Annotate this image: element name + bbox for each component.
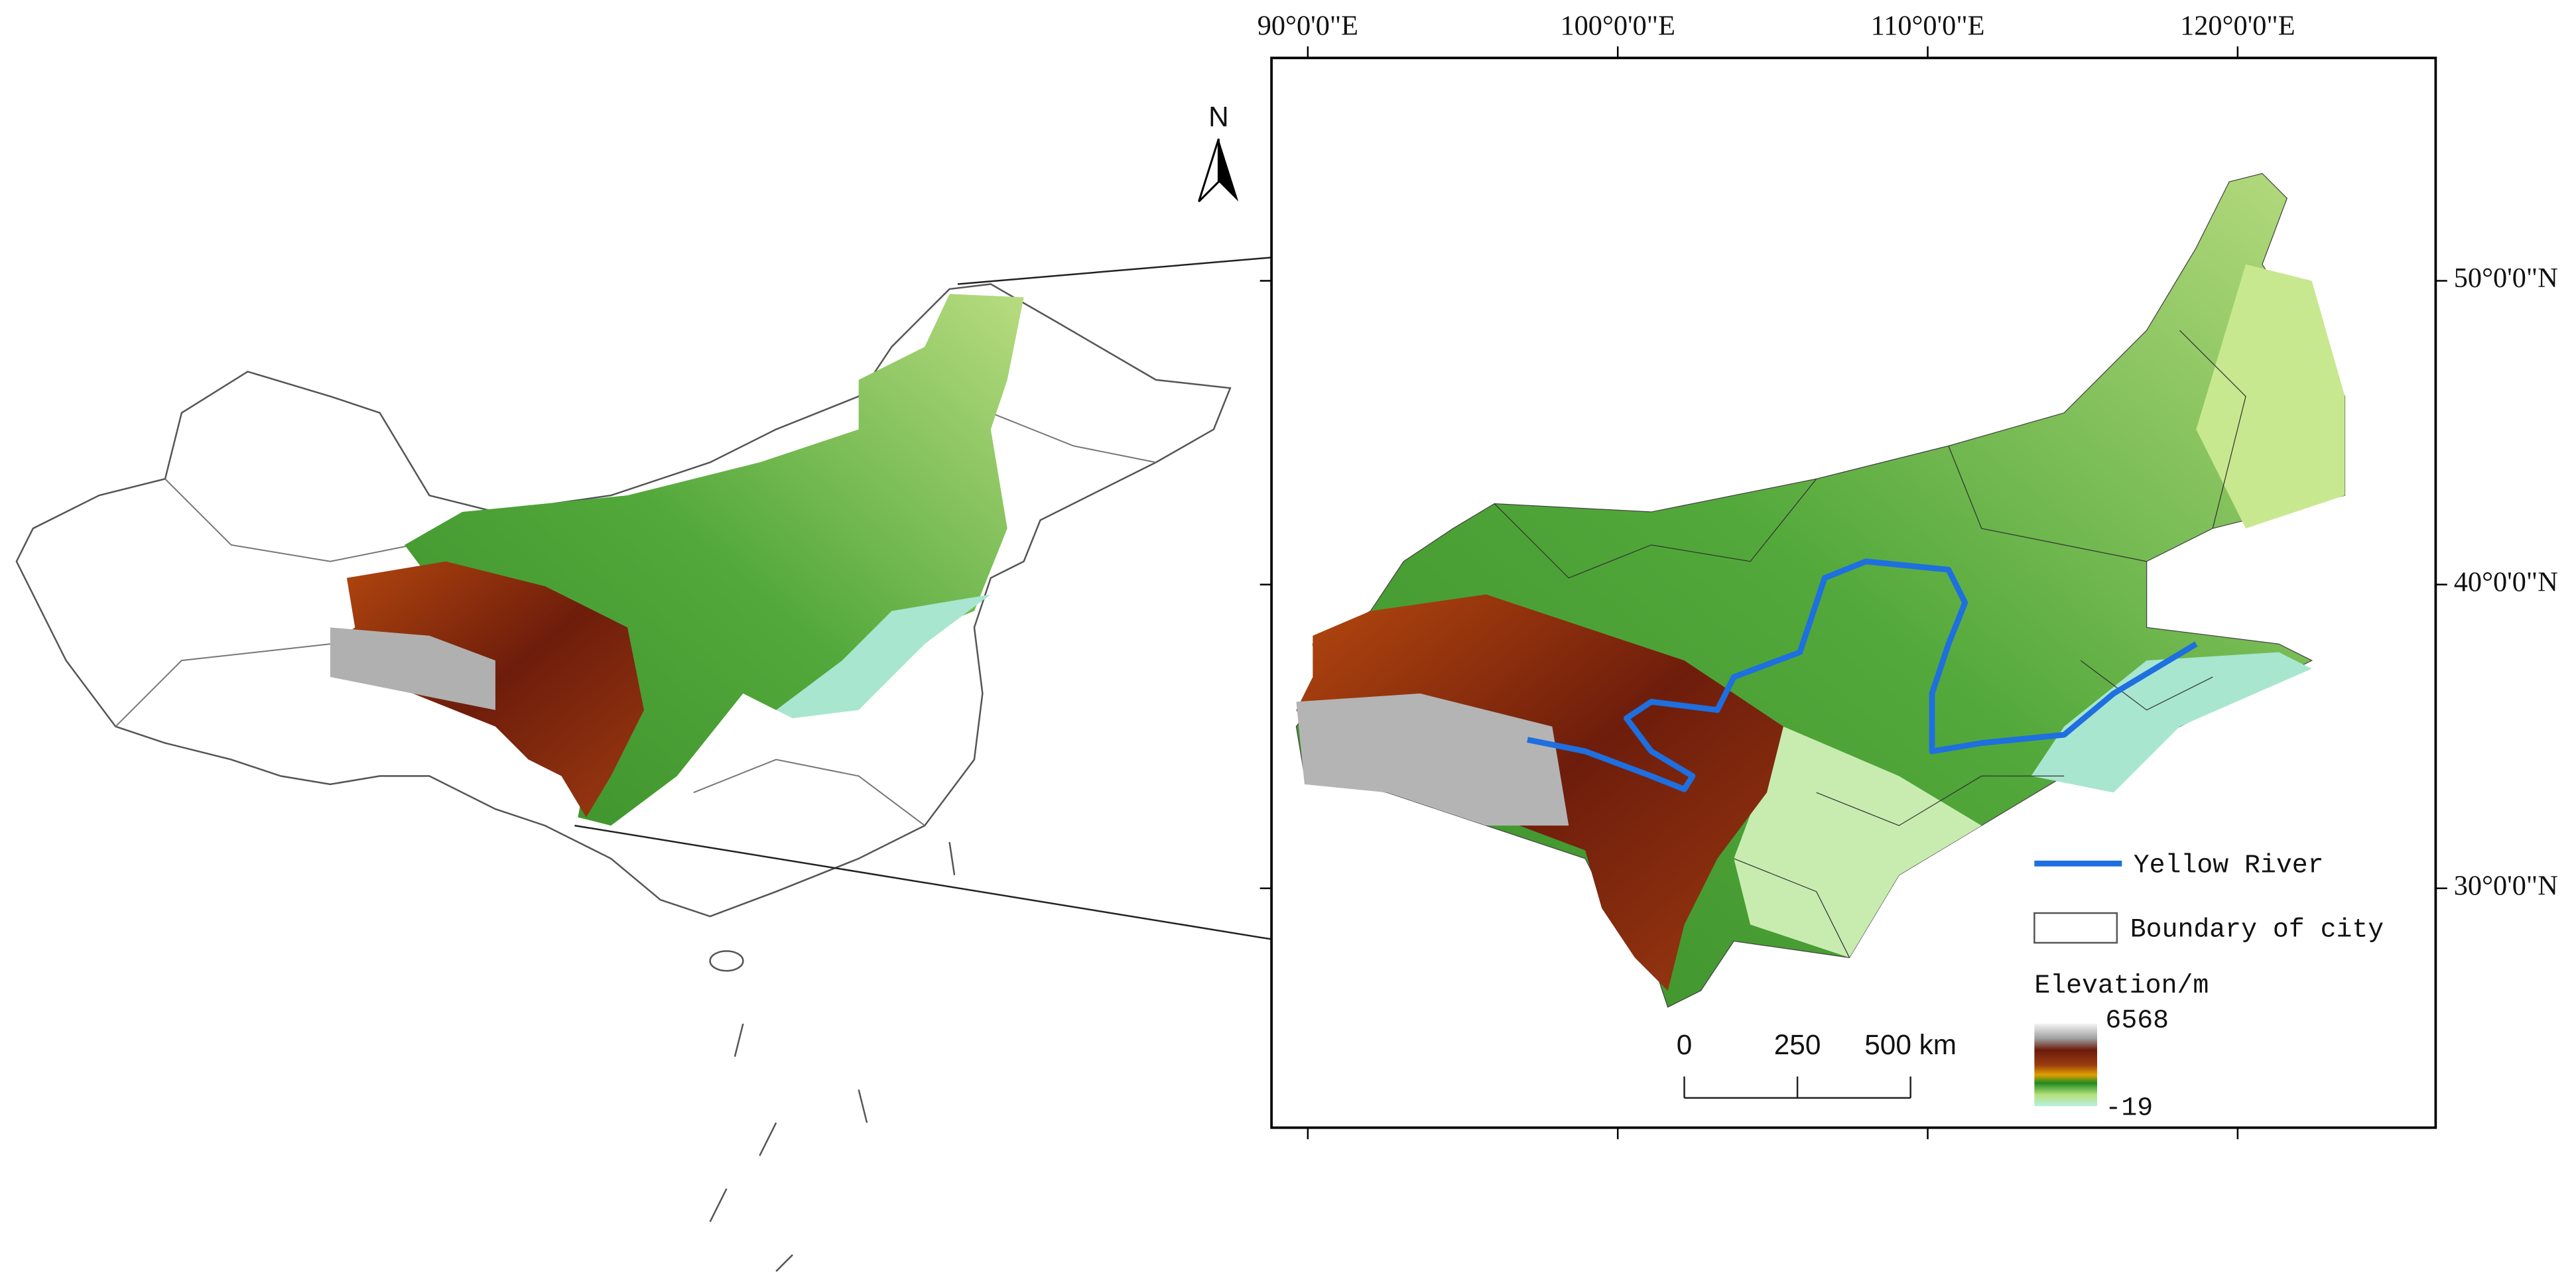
terrain-light-north	[2196, 264, 2345, 528]
study-area-plateau	[330, 627, 495, 710]
province-line	[693, 759, 925, 826]
terrain-lowland	[1734, 726, 1982, 958]
lat-label: 50°0'0"N	[2454, 263, 2558, 294]
lat-label: 30°0'0"N	[2454, 870, 2558, 901]
legend: Yellow River Boundary of city Elevation/…	[2033, 850, 2384, 1123]
scale-label: 250	[1774, 1029, 1821, 1060]
legend-elevation-ramp	[2034, 1023, 2097, 1107]
legend-boundary-swatch	[2033, 912, 2118, 944]
lat-label: 40°0'0"N	[2454, 566, 2558, 597]
terrain-plateau	[1296, 693, 1569, 826]
legend-elevation-max: 6568	[2105, 1005, 2169, 1035]
overview-map	[15, 283, 1232, 1272]
province-line	[990, 412, 1157, 463]
islands	[709, 841, 956, 1272]
province-line	[115, 643, 331, 727]
legend-river: Yellow River	[2134, 850, 2324, 880]
scale-bar: 0 250 500 km	[1677, 1029, 1957, 1099]
legend-elevation-min: -19	[2105, 1093, 2153, 1123]
legend-boundary: Boundary of city	[2130, 914, 2384, 944]
yellow-river	[1527, 558, 2198, 792]
lon-label: 90°0'0"E	[1257, 10, 1358, 41]
terrain-lowland	[2031, 652, 2312, 793]
scale-label: 0	[1677, 1029, 1693, 1060]
study-area-east	[776, 594, 991, 719]
north-arrow: N	[1198, 101, 1239, 203]
detail-map	[1295, 172, 2346, 1008]
lon-label: 120°0'0"E	[2180, 10, 2295, 41]
lon-label: 100°0'0"E	[1560, 10, 1675, 41]
city-boundaries	[1494, 330, 2246, 958]
north-label: N	[1208, 101, 1229, 133]
lon-label: 110°0'0"E	[1871, 10, 1985, 41]
legend-elevation-title: Elevation/m	[2034, 971, 2209, 1001]
province-line	[164, 478, 413, 562]
study-area-green	[404, 294, 1024, 826]
scale-label: 500 km	[1864, 1029, 1957, 1060]
